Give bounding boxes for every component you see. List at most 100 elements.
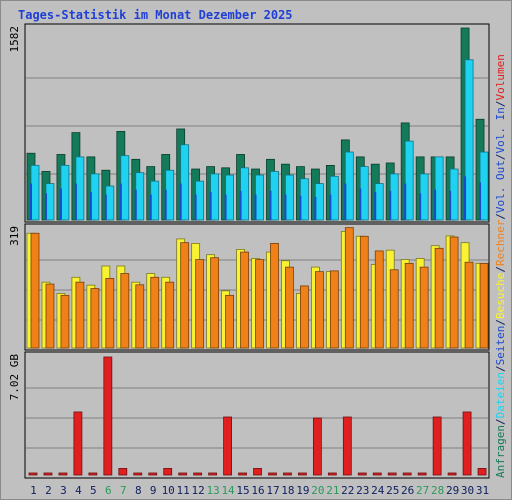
bar-volumen: [43, 472, 53, 476]
legend-entry: Besuche: [494, 273, 507, 319]
x-tick-label: 12: [192, 484, 205, 497]
bar-volumen: [58, 472, 68, 476]
bar-rechner: [105, 278, 115, 349]
bar-volumen: [283, 472, 292, 476]
x-tick-label: 18: [281, 484, 294, 497]
x-tick-label: 24: [371, 484, 385, 497]
bar-dateien: [285, 174, 294, 221]
bar-volumen: [103, 356, 113, 476]
bar-dateien: [105, 185, 115, 221]
x-tick-label: 26: [401, 484, 414, 497]
bar-seiten: [314, 196, 317, 220]
ymax-label-3: 7.02 GB: [8, 354, 21, 401]
legend-entry: Dateien: [494, 372, 507, 418]
bar-volumen: [118, 468, 128, 476]
bar-dateien: [225, 174, 234, 221]
bar-volumen: [462, 411, 472, 476]
bar-volumen: [447, 472, 457, 476]
bar-seiten: [30, 183, 32, 220]
bar-seiten: [419, 193, 422, 220]
x-tick-label: 14: [221, 484, 235, 497]
bar-seiten: [389, 190, 392, 220]
bar-seiten: [179, 183, 182, 220]
bar-volumen: [133, 472, 143, 476]
bar-rechner: [479, 262, 489, 349]
bar-rechner: [120, 273, 130, 349]
x-tick-label: 21: [326, 484, 339, 497]
bar-dateien: [165, 169, 175, 221]
bar-dateien: [344, 151, 354, 221]
bar-dateien: [45, 183, 55, 221]
bar-rechner: [75, 281, 85, 349]
bar-dateien: [449, 168, 459, 221]
bar-rechner: [285, 266, 294, 349]
bar-seiten: [89, 192, 92, 220]
x-tick-label: 9: [150, 484, 157, 497]
bar-volumen: [268, 472, 277, 476]
bar-dateien: [374, 183, 384, 221]
bar-rechner: [270, 243, 279, 349]
bar-volumen: [148, 472, 158, 476]
x-tick-label: 3: [60, 484, 67, 497]
x-tick-label: 22: [341, 484, 354, 497]
bar-volumen: [238, 472, 247, 476]
legend-entry: Vol. In: [494, 107, 507, 153]
legend-entry: Rechner: [494, 219, 507, 266]
bar-volumen: [372, 472, 382, 476]
bar-volumen: [387, 472, 397, 476]
bar-rechner: [344, 227, 354, 349]
bar-volumen: [178, 472, 188, 476]
legend-entry: Anfragen: [494, 425, 507, 478]
bar-volumen: [208, 472, 218, 476]
bar-dateien: [255, 174, 264, 221]
bar-seiten: [449, 190, 452, 220]
legend-entry: /: [494, 319, 507, 326]
bar-rechner: [329, 270, 339, 349]
bar-rechner: [404, 262, 414, 349]
bar-dateien: [419, 173, 429, 221]
bar-volumen: [417, 472, 427, 476]
x-tick-label: 31: [476, 484, 489, 497]
bar-seiten: [104, 194, 107, 220]
bar-volumen: [327, 472, 337, 476]
bar-rechner: [210, 257, 220, 349]
legend-entry: /: [494, 213, 507, 220]
bar-seiten: [404, 183, 407, 220]
bar-volumen: [73, 411, 83, 476]
legend-entry: /: [494, 100, 507, 107]
bar-seiten: [209, 192, 212, 220]
bar-dateien: [90, 173, 100, 221]
legend-entry: /: [494, 153, 507, 160]
bar-rechner: [180, 242, 190, 349]
bar-rechner: [240, 251, 249, 349]
bar-seiten: [149, 194, 152, 220]
bar-volumen: [477, 468, 487, 476]
x-tick-label: 16: [251, 484, 264, 497]
bar-seiten: [464, 176, 467, 220]
bar-seiten: [374, 192, 377, 220]
bar-rechner: [195, 259, 205, 349]
legend-entry: /: [494, 266, 507, 273]
x-tick-label: 15: [236, 484, 249, 497]
bar-volumen: [432, 416, 442, 476]
bar-volumen: [223, 416, 232, 476]
x-tick-label: 11: [177, 484, 190, 497]
bar-dateien: [210, 173, 220, 221]
bar-seiten: [44, 193, 47, 220]
x-tick-label: 4: [75, 484, 82, 497]
bar-dateien: [270, 171, 279, 221]
bar-rechner: [374, 250, 384, 349]
bar-rechner: [90, 288, 100, 349]
legend-entry: Volumen: [494, 54, 507, 100]
bar-seiten: [254, 194, 257, 220]
bar-dateien: [60, 164, 70, 221]
x-tick-label: 17: [266, 484, 279, 497]
bar-dateien: [479, 151, 489, 221]
legend-right: Anfragen/Dateien/Seiten/Besuche/Rechner/…: [494, 54, 507, 478]
bar-dateien: [30, 164, 40, 221]
bar-rechner: [255, 259, 264, 349]
bar-rechner: [314, 271, 324, 349]
ymax-label-1: 1582: [8, 26, 21, 53]
bar-seiten: [359, 188, 362, 220]
x-tick-label: 7: [120, 484, 127, 497]
